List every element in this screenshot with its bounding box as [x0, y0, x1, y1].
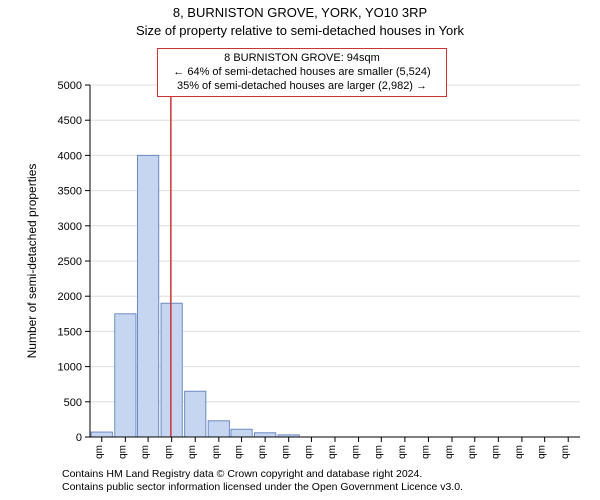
- x-tick-label: 124sqm: [187, 445, 198, 459]
- y-axis-label: Number of semi-detached properties: [25, 164, 39, 359]
- svg-text:500: 500: [64, 397, 82, 409]
- callout-line3: 35% of semi-detached houses are larger (…: [166, 80, 438, 94]
- histogram-bar: [231, 429, 252, 437]
- footer-line2: Contains public sector information licen…: [62, 481, 463, 494]
- svg-text:1500: 1500: [58, 326, 82, 338]
- histogram-bar: [137, 155, 158, 437]
- x-tick-label: 497sqm: [490, 445, 501, 459]
- callout-line2: ← 64% of semi-detached houses are smalle…: [166, 66, 438, 80]
- x-tick-label: 9sqm: [94, 445, 105, 459]
- x-tick-label: 66sqm: [140, 445, 151, 459]
- x-tick-label: 325sqm: [351, 445, 362, 459]
- svg-text:1000: 1000: [58, 362, 82, 374]
- attribution-footer: Contains HM Land Registry data © Crown c…: [62, 468, 463, 494]
- svg-text:3000: 3000: [58, 221, 82, 233]
- svg-text:2500: 2500: [58, 256, 82, 268]
- histogram-bar: [91, 432, 112, 437]
- x-tick-label: 239sqm: [281, 445, 292, 459]
- x-tick-label: 468sqm: [467, 445, 478, 459]
- svg-text:3500: 3500: [58, 186, 82, 198]
- histogram-bar: [185, 391, 206, 437]
- x-tick-label: 181sqm: [234, 445, 245, 459]
- svg-text:4000: 4000: [58, 150, 82, 162]
- histogram-bar: [255, 433, 276, 437]
- svg-text:5000: 5000: [58, 80, 82, 92]
- x-tick-label: 95sqm: [164, 445, 175, 459]
- histogram-bar: [115, 314, 136, 437]
- x-tick-label: 353sqm: [373, 445, 384, 459]
- svg-text:0: 0: [76, 432, 82, 444]
- x-tick-label: 583sqm: [560, 445, 571, 459]
- histogram-bar: [161, 303, 182, 437]
- x-tick-label: 554sqm: [537, 445, 548, 459]
- svg-text:4500: 4500: [58, 115, 82, 127]
- page-title-line1: 8, BURNISTON GROVE, YORK, YO10 3RP: [0, 4, 600, 22]
- svg-text:2000: 2000: [58, 291, 82, 303]
- x-tick-label: 296sqm: [327, 445, 338, 459]
- property-callout: 8 BURNISTON GROVE: 94sqm ← 64% of semi-d…: [157, 48, 447, 97]
- x-tick-label: 440sqm: [444, 445, 455, 459]
- x-tick-label: 526sqm: [514, 445, 525, 459]
- page-title-line2: Size of property relative to semi-detach…: [0, 22, 600, 40]
- x-tick-label: 382sqm: [397, 445, 408, 459]
- x-tick-label: 411sqm: [420, 445, 431, 459]
- x-tick-label: 38sqm: [117, 445, 128, 459]
- histogram-bar: [208, 421, 229, 437]
- callout-line1: 8 BURNISTON GROVE: 94sqm: [166, 52, 438, 66]
- x-tick-label: 267sqm: [303, 445, 314, 459]
- footer-line1: Contains HM Land Registry data © Crown c…: [62, 468, 463, 481]
- histogram-chart: 0 500 1000 1500 2000 2500 3000 3500 4000 4500 5000…: [0, 39, 600, 459]
- x-tick-label: 210sqm: [257, 445, 268, 459]
- x-tick-label: 153sqm: [211, 445, 222, 459]
